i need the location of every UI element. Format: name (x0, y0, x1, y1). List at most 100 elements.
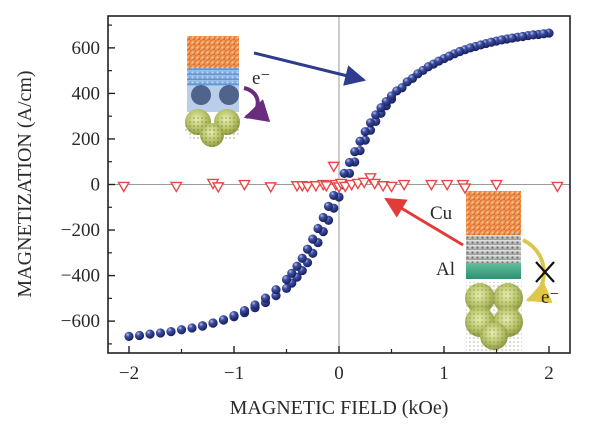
data-point (365, 118, 376, 128)
data-point (187, 323, 197, 333)
data-point (327, 161, 341, 173)
copper-layer (466, 191, 521, 235)
y-tick-label: −400 (61, 266, 100, 287)
aluminum-label: Al (436, 259, 455, 280)
data-point (458, 183, 472, 195)
nanoparticle-texture (466, 282, 522, 352)
inset-bottom-right-illustration: Cu Al e⁻ (430, 191, 559, 352)
data-point (313, 223, 323, 234)
data-point (371, 110, 381, 120)
data-point (301, 181, 314, 193)
series-1 (117, 161, 564, 195)
blue-layer (187, 68, 239, 86)
data-point (329, 190, 339, 201)
data-point (385, 181, 398, 193)
data-point (155, 328, 166, 338)
data-point (134, 330, 145, 341)
blue-callout-arrow (253, 51, 367, 86)
data-point (397, 179, 411, 192)
copper-label: Cu (430, 203, 453, 224)
data-point (176, 325, 187, 335)
data-point (166, 326, 176, 337)
data-point (357, 177, 371, 189)
callout-arrows (253, 51, 464, 247)
data-point (208, 318, 218, 328)
x-tick-label: −1 (224, 363, 244, 384)
data-point (197, 321, 208, 331)
data-point (297, 253, 307, 263)
data-point (413, 69, 423, 79)
oxide-layer (466, 263, 521, 279)
electron-label: e⁻ (252, 68, 270, 89)
y-tick-label: 200 (72, 129, 101, 150)
data-point (364, 173, 377, 185)
data-point (350, 147, 360, 157)
inset-top-left-illustration: e⁻ (185, 36, 270, 147)
nanoparticle (200, 123, 224, 147)
series-layer (117, 28, 564, 341)
x-tick-label: 1 (439, 363, 449, 384)
data-point (444, 51, 454, 61)
y-tick-label: 0 (91, 175, 101, 196)
x-tick-label: 0 (334, 363, 344, 384)
data-point (360, 127, 370, 137)
data-point (309, 181, 323, 193)
data-point (318, 212, 328, 223)
data-point (338, 181, 352, 193)
series-0 (124, 28, 554, 341)
data-point (381, 97, 391, 107)
data-point (455, 46, 465, 57)
data-point (238, 179, 251, 192)
data-point (344, 157, 355, 168)
data-point (117, 181, 131, 193)
y-tick-label: 600 (72, 38, 101, 59)
interface-particle-left (191, 85, 211, 105)
data-point (434, 56, 444, 66)
data-point (376, 181, 390, 193)
data-point (229, 311, 239, 321)
data-point (302, 244, 313, 254)
electron-transfer-arrow (243, 86, 271, 122)
data-point (424, 179, 438, 192)
data-point (423, 62, 433, 72)
data-point (271, 285, 281, 295)
copper-layer (187, 36, 239, 68)
y-tick-label: 400 (72, 83, 101, 104)
data-point (281, 274, 292, 285)
aluminum-layer (466, 235, 521, 263)
data-point (145, 329, 155, 339)
data-point (124, 331, 134, 341)
data-point (465, 43, 475, 53)
data-point (264, 182, 278, 194)
y-axis-title: MAGNETIZATION (A/cm) (14, 70, 36, 297)
data-point (218, 315, 229, 325)
data-point (486, 37, 496, 47)
data-point (539, 29, 549, 39)
y-tick-label: −200 (61, 220, 100, 241)
data-point (528, 30, 538, 40)
data-point (355, 136, 365, 146)
data-point (308, 234, 318, 244)
red-callout-arrow (384, 197, 464, 247)
y-tick-label: −600 (61, 311, 100, 332)
data-point (292, 261, 302, 271)
data-point (260, 293, 271, 303)
data-point (211, 182, 225, 194)
data-point (550, 181, 564, 193)
data-point (440, 179, 454, 192)
data-point (319, 181, 333, 193)
x-axis-ticks: −2 −1 0 1 2 (119, 346, 554, 384)
data-point (287, 268, 297, 278)
electron-label: e⁻ (541, 287, 559, 308)
data-point (476, 40, 486, 50)
data-point (507, 33, 517, 43)
data-point (169, 181, 183, 193)
x-tick-label: 2 (544, 363, 554, 384)
y-axis-ticks: −600 −400 −200 0 200 400 600 (61, 24, 115, 345)
block-cross (535, 261, 555, 283)
data-point (497, 35, 507, 45)
data-point (323, 201, 334, 211)
data-point (250, 300, 260, 310)
data-point (402, 77, 412, 87)
